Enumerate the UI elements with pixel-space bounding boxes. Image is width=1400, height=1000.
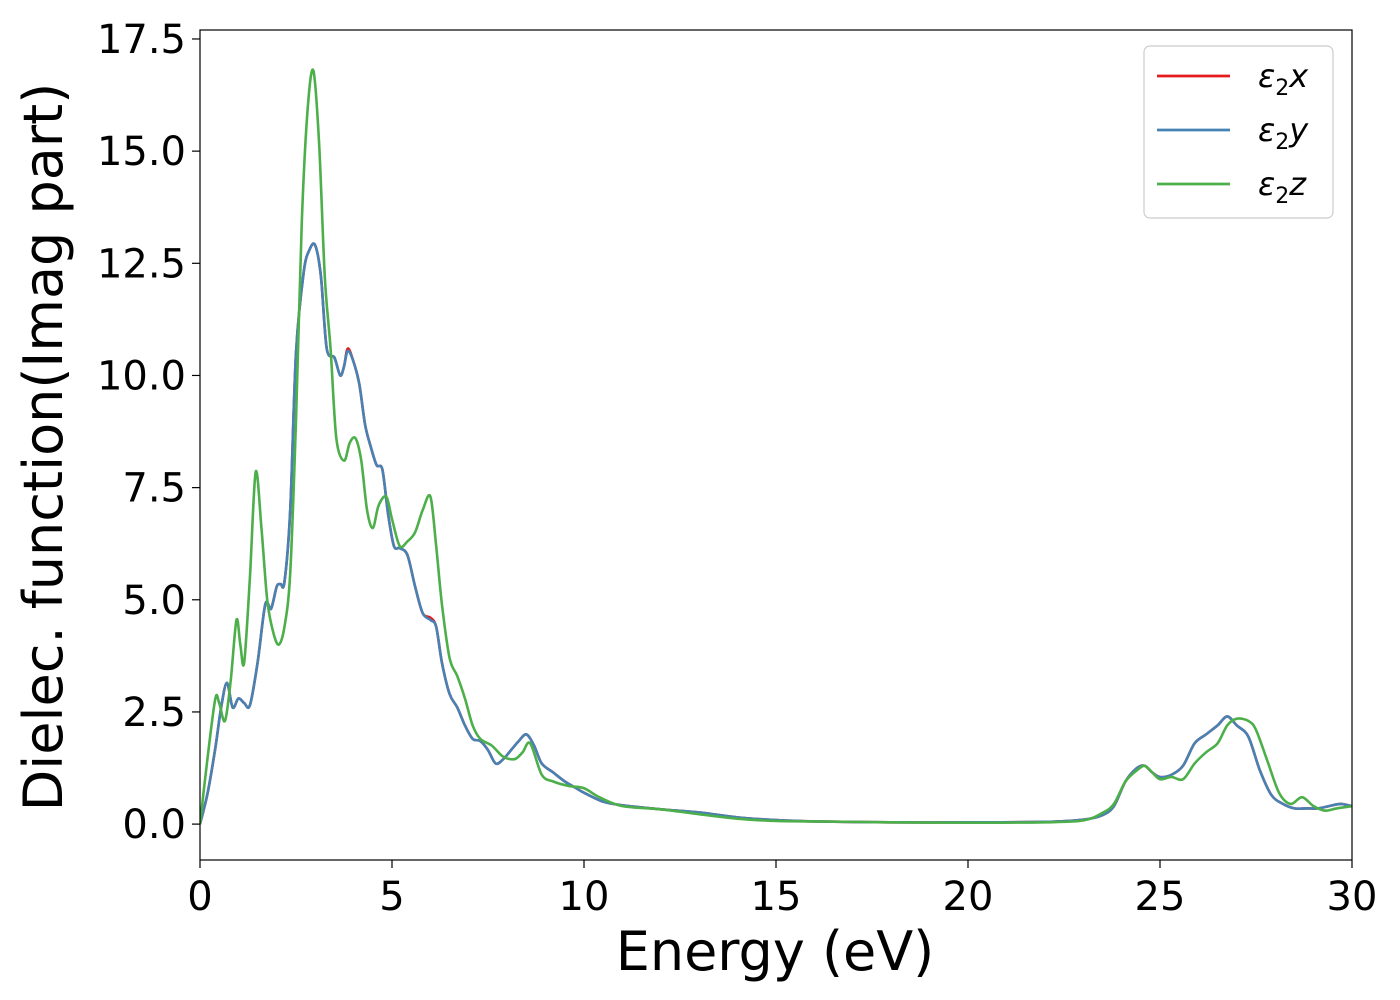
y-tick-label: 12.5	[97, 241, 186, 287]
x-axis-label: Energy (eV)	[616, 920, 935, 983]
y-axis-ticks: 0.0 2.5 5.0 7.5 10.0 12.5 15.0 17.5	[97, 17, 200, 848]
x-tick-label: 25	[1135, 874, 1186, 920]
legend-label-eps2z: ε2z	[1258, 165, 1307, 209]
series-line-eps2z	[200, 68, 1352, 825]
legend-label-eps2y: ε2y	[1258, 111, 1309, 155]
y-tick-label: 5.0	[122, 578, 186, 624]
x-tick-label: 5	[379, 874, 404, 920]
series-line-eps2y	[200, 242, 1352, 825]
y-tick-label: 10.0	[97, 353, 186, 399]
x-axis-ticks: 0 5 10 15 20 25 30	[187, 860, 1377, 920]
y-tick-label: 7.5	[122, 466, 186, 512]
plot-lines	[200, 68, 1352, 825]
x-tick-label: 15	[751, 874, 802, 920]
legend-box	[1143, 45, 1334, 219]
legend: ε2x ε2y ε2z	[1143, 45, 1334, 219]
y-tick-label: 17.5	[97, 17, 186, 63]
x-tick-label: 10	[559, 874, 610, 920]
x-tick-label: 0	[187, 874, 212, 920]
y-tick-label: 15.0	[97, 129, 186, 175]
legend-label-eps2x: ε2x	[1258, 57, 1309, 101]
x-tick-label: 20	[943, 874, 994, 920]
y-tick-label: 2.5	[122, 690, 186, 736]
y-tick-label: 0.0	[122, 802, 186, 848]
y-axis-label: Dielec. function(Imag part)	[12, 83, 75, 812]
x-tick-label: 30	[1327, 874, 1378, 920]
